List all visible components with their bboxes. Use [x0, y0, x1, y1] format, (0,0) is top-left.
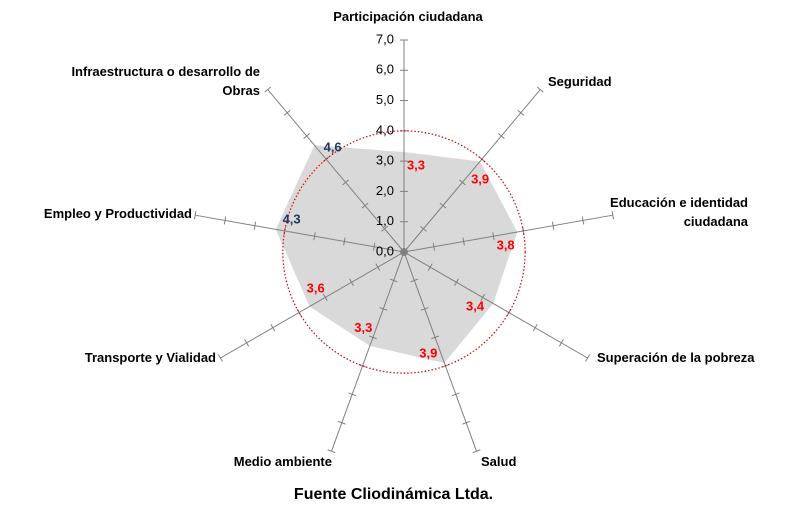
- tick-mark: [410, 278, 419, 283]
- tick-mark: [432, 242, 436, 251]
- value-label: 3,8: [497, 238, 515, 253]
- value-label: 3,9: [419, 345, 437, 360]
- tick-mark: [349, 278, 354, 286]
- r-tick-label: 4,0: [376, 122, 394, 137]
- tick-mark: [459, 179, 466, 186]
- tick-mark: [431, 335, 440, 340]
- tick-mark: [217, 354, 223, 362]
- value-label: 3,3: [407, 157, 425, 172]
- tick-mark: [585, 354, 591, 362]
- tick-mark: [253, 221, 257, 230]
- tick-mark: [400, 249, 408, 255]
- axis-line: [195, 214, 405, 253]
- tick-mark: [327, 449, 336, 454]
- value-label: 3,4: [466, 298, 485, 313]
- tick-mark: [322, 293, 328, 302]
- category-label: Transporte y Vialidad: [84, 350, 216, 365]
- category-label: Medio ambiente: [233, 454, 332, 469]
- axis-line: [403, 214, 613, 253]
- tick-mark: [372, 242, 376, 251]
- r-tick-label: 3,0: [376, 153, 394, 168]
- value-label: 3,6: [307, 281, 325, 296]
- tick-mark: [462, 237, 465, 246]
- category-label: Empleo y Productividad: [43, 206, 192, 221]
- tick-mark: [420, 225, 427, 232]
- axis-line: [403, 89, 541, 253]
- tick-mark: [427, 263, 433, 271]
- tick-mark: [223, 216, 227, 225]
- r-tick-label: 7,0: [376, 31, 394, 46]
- tick-mark: [379, 307, 388, 311]
- tick-mark: [381, 225, 388, 232]
- tick-mark: [342, 179, 349, 186]
- tick-mark: [337, 420, 346, 425]
- tick-mark: [303, 133, 311, 139]
- tick-mark: [283, 109, 291, 116]
- tick-mark: [472, 449, 481, 454]
- tick-mark: [270, 324, 276, 332]
- category-label: Infraestructura o desarrollo de Obras: [71, 64, 260, 98]
- tick-mark: [497, 133, 505, 139]
- tick-mark: [343, 237, 346, 246]
- r-tick-label: 1,0: [376, 213, 394, 228]
- tick-mark: [551, 221, 555, 230]
- tick-mark: [581, 216, 585, 225]
- tick-mark: [375, 263, 381, 271]
- category-label: Educación e identidad ciudadana: [610, 195, 748, 229]
- tick-mark: [264, 86, 272, 93]
- tick-mark: [536, 86, 544, 93]
- axis-line: [267, 89, 405, 253]
- tick-mark: [420, 307, 429, 311]
- tick-mark: [368, 335, 377, 340]
- r-tick-label: 6,0: [376, 62, 394, 77]
- tick-mark: [462, 420, 471, 425]
- axis-line: [403, 251, 477, 452]
- tick-mark: [517, 109, 525, 116]
- axis-line: [331, 251, 405, 452]
- tick-mark: [283, 226, 286, 235]
- value-label: 4,3: [283, 211, 301, 226]
- tick-mark: [389, 278, 398, 283]
- area: [275, 145, 518, 363]
- tick-mark: [558, 339, 564, 347]
- tick-mark: [439, 202, 447, 209]
- tick-mark: [451, 392, 460, 397]
- value-label: 3,3: [354, 320, 372, 335]
- category-label: Seguridad: [548, 74, 612, 89]
- caption: Fuente Cliodinámica Ltda.: [293, 486, 494, 503]
- tick-mark: [454, 278, 459, 286]
- r-tick-label: 2,0: [376, 183, 394, 198]
- r-tick-label: 5,0: [376, 92, 394, 107]
- tick-mark: [361, 202, 369, 209]
- axis-line: [220, 251, 405, 359]
- category-label: Superación de la pobreza: [597, 350, 755, 365]
- tick-mark: [194, 211, 197, 220]
- tick-mark: [313, 232, 316, 241]
- tick-mark: [480, 293, 486, 302]
- value-label: 3,9: [471, 171, 489, 186]
- category-label: Participación ciudadana: [333, 9, 483, 24]
- reference-ring: [282, 130, 526, 374]
- tick-mark: [492, 232, 495, 241]
- r-tick-label: 0,0: [376, 243, 394, 258]
- tick-mark: [611, 211, 614, 220]
- axis-line: [403, 251, 588, 359]
- tick-mark: [244, 339, 250, 347]
- value-label: 4,6: [324, 140, 342, 155]
- tick-mark: [532, 324, 538, 332]
- tick-mark: [348, 392, 357, 397]
- category-label: Salud: [481, 454, 517, 469]
